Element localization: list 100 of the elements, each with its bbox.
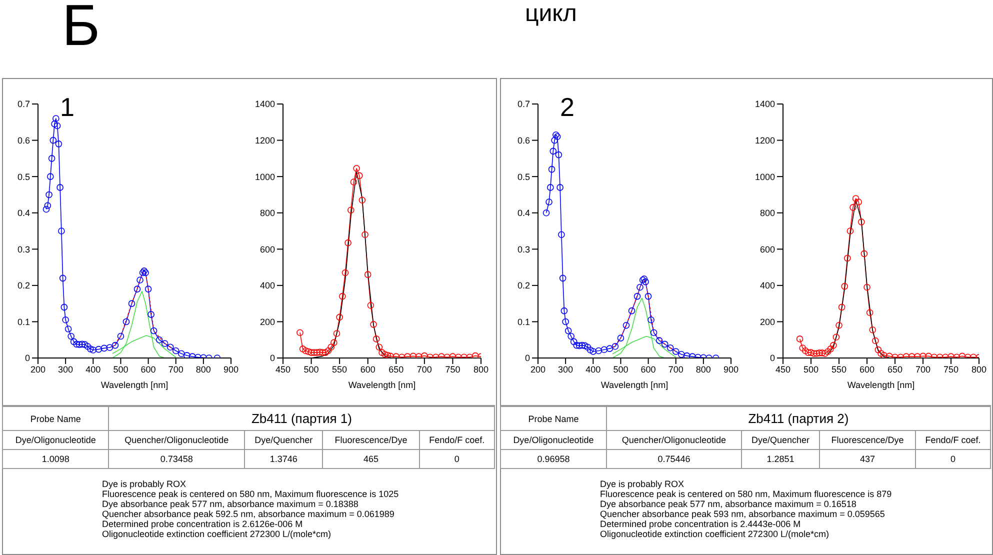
x-tick-label: 550	[332, 364, 348, 374]
text: цикл	[525, 0, 577, 28]
x-tick-label: 300	[558, 364, 574, 374]
y-tick-label: 0.2	[17, 280, 30, 291]
text: 0.75446	[606, 450, 742, 468]
text: Dye absorbance peak 577 nm, absorbance maximum = 0.16518	[600, 499, 858, 509]
text: Fluorescence peak is centered on 580 nm, Maximum fluorescence is 1025	[102, 489, 400, 499]
x-tick-label: 450	[275, 364, 291, 374]
x-tick-label: 650	[388, 364, 404, 374]
y-tick-label: 800	[760, 208, 775, 218]
y-tick-label: 0.6	[517, 135, 530, 146]
x-tick-label: 500	[113, 364, 128, 374]
text: 0.96958	[500, 450, 606, 468]
y-tick-label: 0	[524, 353, 530, 364]
y-tick-label: 200	[260, 316, 275, 327]
y-tick-label: 0.5	[517, 172, 530, 182]
x-tick-label: 600	[859, 364, 875, 374]
text: Fendo/F coef.	[916, 430, 990, 450]
y-tick-label: 0	[24, 353, 30, 364]
x-tick-label: 600	[140, 364, 156, 374]
y-tick-label: 0.4	[17, 208, 30, 218]
y-tick-label: 1000	[754, 172, 775, 182]
x-tick-label: 400	[586, 364, 601, 374]
text: Dye is probably ROX	[102, 479, 188, 489]
x-tick-label: 700	[168, 364, 184, 374]
text: Oligonucleotide extinction coefficient 272300 L/(mole*cm)	[102, 529, 332, 539]
x-tick-label: 650	[887, 364, 903, 374]
x-tick-label: 550	[831, 364, 847, 374]
y-tick-label: 800	[260, 208, 275, 218]
text: 0.73458	[108, 450, 244, 468]
text: Fluorescence peak is centered on 580 nm, Maximum fluorescence is 879	[600, 489, 893, 499]
text: Quencher absorbance peak 593 nm, absorbance maximum = 0.059565	[600, 509, 886, 519]
text: Probe Name	[2, 406, 109, 430]
text: Quencher/Oligonucleotide	[606, 430, 742, 450]
y-tick-label: 0.7	[517, 99, 530, 110]
text: Quencher/Oligonucleotide	[108, 430, 244, 450]
x-axis-title: Wavelength [nm]	[600, 380, 668, 390]
x-axis-title: Wavelength [nm]	[100, 380, 168, 390]
y-tick-label: 1000	[254, 172, 275, 182]
x-tick-label: 750	[445, 364, 460, 374]
y-tick-label: 0.6	[17, 135, 30, 146]
text: 0	[916, 450, 990, 468]
text: Determined probe concentration is 2.4443e-006 M	[600, 519, 802, 529]
y-tick-label: 0.3	[17, 244, 30, 254]
x-tick-label: 600	[360, 364, 376, 374]
y-tick-label: 0.1	[17, 316, 30, 327]
y-tick-label: 200	[760, 316, 775, 327]
x-tick-label: 800	[473, 364, 489, 374]
text: Zb411 (партия 1)	[108, 406, 494, 430]
y-tick-label: 1400	[754, 99, 775, 110]
text: Oligonucleotide extinction coefficient 272300 L/(mole*cm)	[600, 529, 830, 539]
text: Fluorescence/Dye	[820, 430, 916, 450]
annotation: 1	[60, 92, 74, 123]
y-tick-label: 600	[260, 244, 275, 254]
x-tick-label: 500	[613, 364, 628, 374]
x-tick-label: 500	[304, 364, 319, 374]
text: 0	[419, 450, 494, 468]
text: Quencher absorbance peak 592.5 nm, absorbance maximum = 0.061989	[102, 509, 396, 519]
y-tick-label: 0.3	[517, 244, 530, 254]
text: Dye absorbance peak 577 nm, absorbance maximum = 0.18388	[102, 499, 360, 509]
text: Dye is probably ROX	[600, 479, 686, 489]
y-tick-label: 0.1	[517, 316, 530, 327]
text: 437	[820, 450, 916, 468]
y-tick-label: 400	[260, 280, 275, 291]
text: Dye/Oligonucleotide	[2, 430, 109, 450]
x-tick-label: 700	[416, 364, 432, 374]
x-tick-label: 500	[803, 364, 819, 374]
text: Zb411 (партия 2)	[606, 406, 990, 430]
y-tick-label: 0.7	[17, 99, 30, 110]
text: Dye/Oligonucleotide	[500, 430, 606, 450]
text: Fendo/F coef.	[419, 430, 494, 450]
text: Б	[62, 0, 100, 59]
x-axis-title: Wavelength [nm]	[348, 380, 416, 390]
y-tick-label: 0	[270, 353, 275, 364]
text: Probe Name	[500, 406, 606, 430]
x-tick-label: 300	[58, 364, 74, 374]
text: 1.2851	[741, 450, 820, 468]
y-tick-label: 0.4	[517, 208, 530, 218]
y-tick-label: 600	[760, 244, 775, 254]
y-tick-label: 400	[760, 280, 775, 291]
y-tick-label: 0	[770, 353, 775, 364]
annotation: 2	[560, 92, 574, 123]
x-tick-label: 900	[723, 364, 739, 374]
x-tick-label: 400	[86, 364, 101, 374]
x-tick-label: 200	[30, 364, 46, 374]
x-axis-title: Wavelength [nm]	[847, 380, 915, 390]
y-tick-label: 1200	[254, 135, 275, 146]
text: Dye/Quencher	[741, 430, 820, 450]
x-tick-label: 600	[640, 364, 656, 374]
x-tick-label: 750	[943, 364, 959, 374]
x-tick-label: 700	[668, 364, 684, 374]
y-tick-label: 1200	[754, 135, 775, 146]
x-tick-label: 700	[915, 364, 931, 374]
text: 465	[322, 450, 420, 468]
x-tick-label: 450	[775, 364, 791, 374]
x-tick-label: 200	[530, 364, 546, 374]
text: Determined probe concentration is 2.6126e-006 M	[102, 519, 304, 529]
text: 1.3746	[244, 450, 323, 468]
y-tick-label: 0.2	[517, 280, 530, 291]
y-tick-label: 1400	[254, 99, 275, 110]
